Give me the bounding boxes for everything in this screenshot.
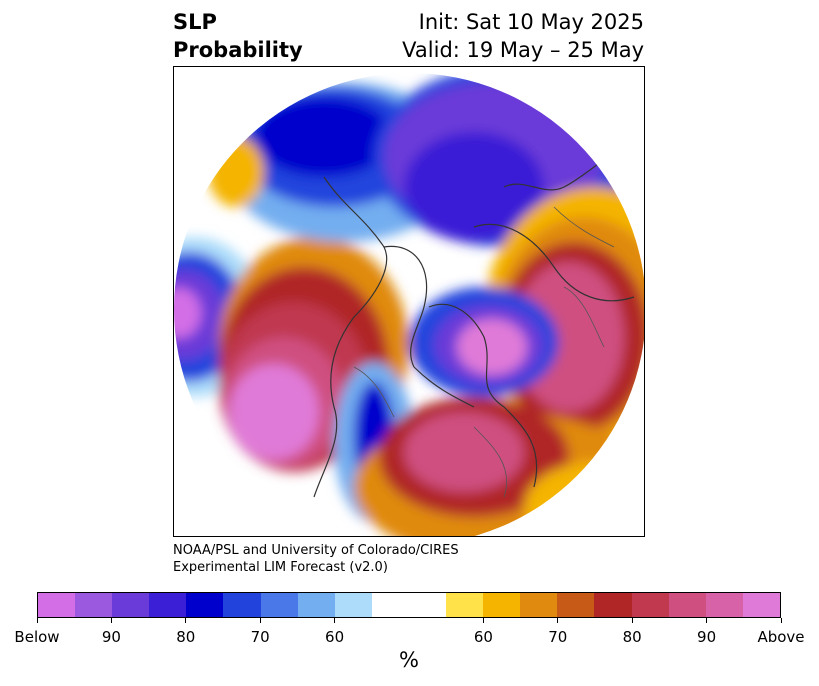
colorbar-segment — [223, 593, 261, 617]
colorbar-segment — [112, 593, 150, 617]
colorbar-segment — [334, 593, 372, 617]
colorbar-segment — [75, 593, 113, 617]
colorbar-segment — [260, 593, 298, 617]
credit-line-2: Experimental LIM Forecast (v2.0) — [173, 560, 388, 575]
colorbar-tick-label: Below — [14, 628, 60, 646]
init-date: Init: Sat 10 May 2025 — [418, 10, 644, 34]
colorbar-tick-mark — [36, 618, 38, 623]
title-left: SLP Probability — [173, 8, 303, 64]
colorbar-tick-mark — [110, 618, 112, 623]
title-right: Init: Sat 10 May 2025 Valid: 19 May – 25… — [402, 8, 644, 64]
colorbar-segment — [297, 593, 335, 617]
colorbar-unit-label: % — [399, 648, 419, 672]
colorbar-tick-label: 90 — [697, 628, 717, 646]
map-panel — [173, 66, 645, 537]
colorbar-segment — [483, 593, 521, 617]
colorbar-segment — [668, 593, 706, 617]
shaded-probability-field — [174, 73, 644, 536]
colorbar-segment — [520, 593, 558, 617]
colorbar-segment — [446, 593, 484, 617]
colorbar-tick-label: 60 — [473, 628, 493, 646]
colorbar-tick-mark — [780, 618, 782, 623]
colorbar-segment — [149, 593, 187, 617]
colorbar-tick-label: Above — [757, 628, 805, 646]
colorbar-tick-label: 80 — [176, 628, 196, 646]
colorbar-segment — [594, 593, 632, 617]
colorbar-tick-mark — [482, 618, 484, 623]
colorbar-segment — [186, 593, 224, 617]
colorbar-tick-label: 80 — [622, 628, 642, 646]
colorbar-tick-label: 70 — [548, 628, 568, 646]
valid-range: Valid: 19 May – 25 May — [402, 38, 644, 62]
colorbar — [37, 592, 781, 618]
colorbar-segment — [631, 593, 669, 617]
colorbar-tick-mark — [334, 618, 336, 623]
title-variable: SLP — [173, 10, 217, 34]
colorbar-segment — [38, 593, 76, 617]
colorbar-tick-mark — [185, 618, 187, 623]
colorbar-tick-label: 70 — [250, 628, 270, 646]
colorbar-tick-mark — [259, 618, 261, 623]
colorbar-tick-mark — [706, 618, 708, 623]
colorbar-segment — [742, 593, 780, 617]
probability-map — [174, 73, 644, 536]
country-borders — [353, 206, 615, 498]
colorbar-segment — [371, 593, 409, 617]
credit-text: NOAA/PSL and University of Colorado/CIRE… — [173, 542, 459, 576]
colorbar-tick-label: 90 — [101, 628, 121, 646]
colorbar-segment — [705, 593, 743, 617]
title-quantity: Probability — [173, 38, 303, 62]
colorbar-tick-label: 60 — [325, 628, 345, 646]
colorbar-segment — [408, 593, 447, 617]
colorbar-tick-mark — [557, 618, 559, 623]
colorbar-tick-mark — [631, 618, 633, 623]
credit-line-1: NOAA/PSL and University of Colorado/CIRE… — [173, 543, 459, 558]
colorbar-segment — [557, 593, 595, 617]
